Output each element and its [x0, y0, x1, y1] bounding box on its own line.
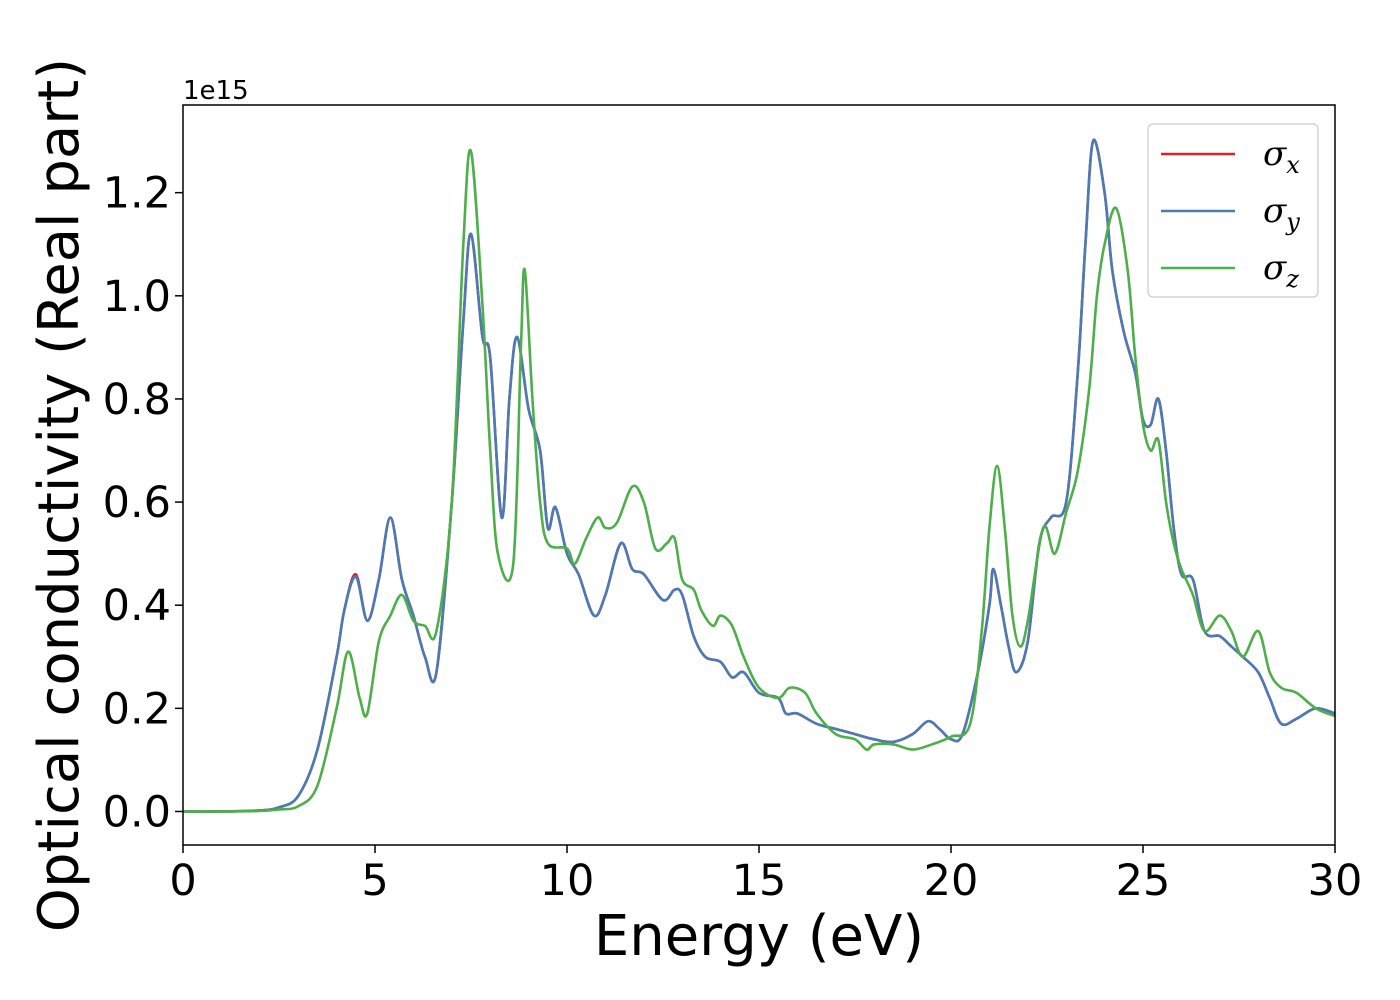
y-tick-label: 0.6 [103, 478, 171, 528]
y-tick-label: 0.8 [103, 375, 171, 425]
x-tick-label: 20 [924, 856, 979, 906]
x-tick-label: 30 [1308, 856, 1363, 906]
series-layer [183, 138, 1335, 813]
y-tick-label: 1.0 [103, 272, 171, 322]
legend-label-sigma-z: σz [1263, 248, 1299, 293]
x-axis-label: Energy (eV) [594, 904, 924, 969]
x-tick-label: 25 [1116, 856, 1171, 906]
legend: σx σy σz [1147, 123, 1319, 298]
x-tick-label: 5 [361, 856, 388, 906]
legend-label-sigma-y: σy [1263, 191, 1300, 236]
x-tick-label: 10 [540, 856, 595, 906]
y-tick-label: 0.2 [103, 684, 171, 734]
x-axis-ticks: 0 5 10 15 20 25 30 [169, 845, 1362, 906]
x-tick-label: 0 [169, 856, 196, 906]
y-axis-offset-label: 1e15 [183, 76, 249, 106]
series-line-sigma-z [183, 148, 1335, 813]
y-axis-ticks: 0.0 0.2 0.4 0.6 0.8 1.0 1.2 [103, 169, 183, 837]
x-tick-label: 15 [732, 856, 787, 906]
y-tick-label: 0.4 [103, 581, 171, 631]
y-tick-label: 1.2 [103, 169, 171, 219]
legend-label-sigma-x: σx [1263, 134, 1300, 179]
y-axis-label: Optical conductivity (Real part) [27, 58, 92, 932]
y-tick-label: 0.0 [103, 787, 171, 837]
